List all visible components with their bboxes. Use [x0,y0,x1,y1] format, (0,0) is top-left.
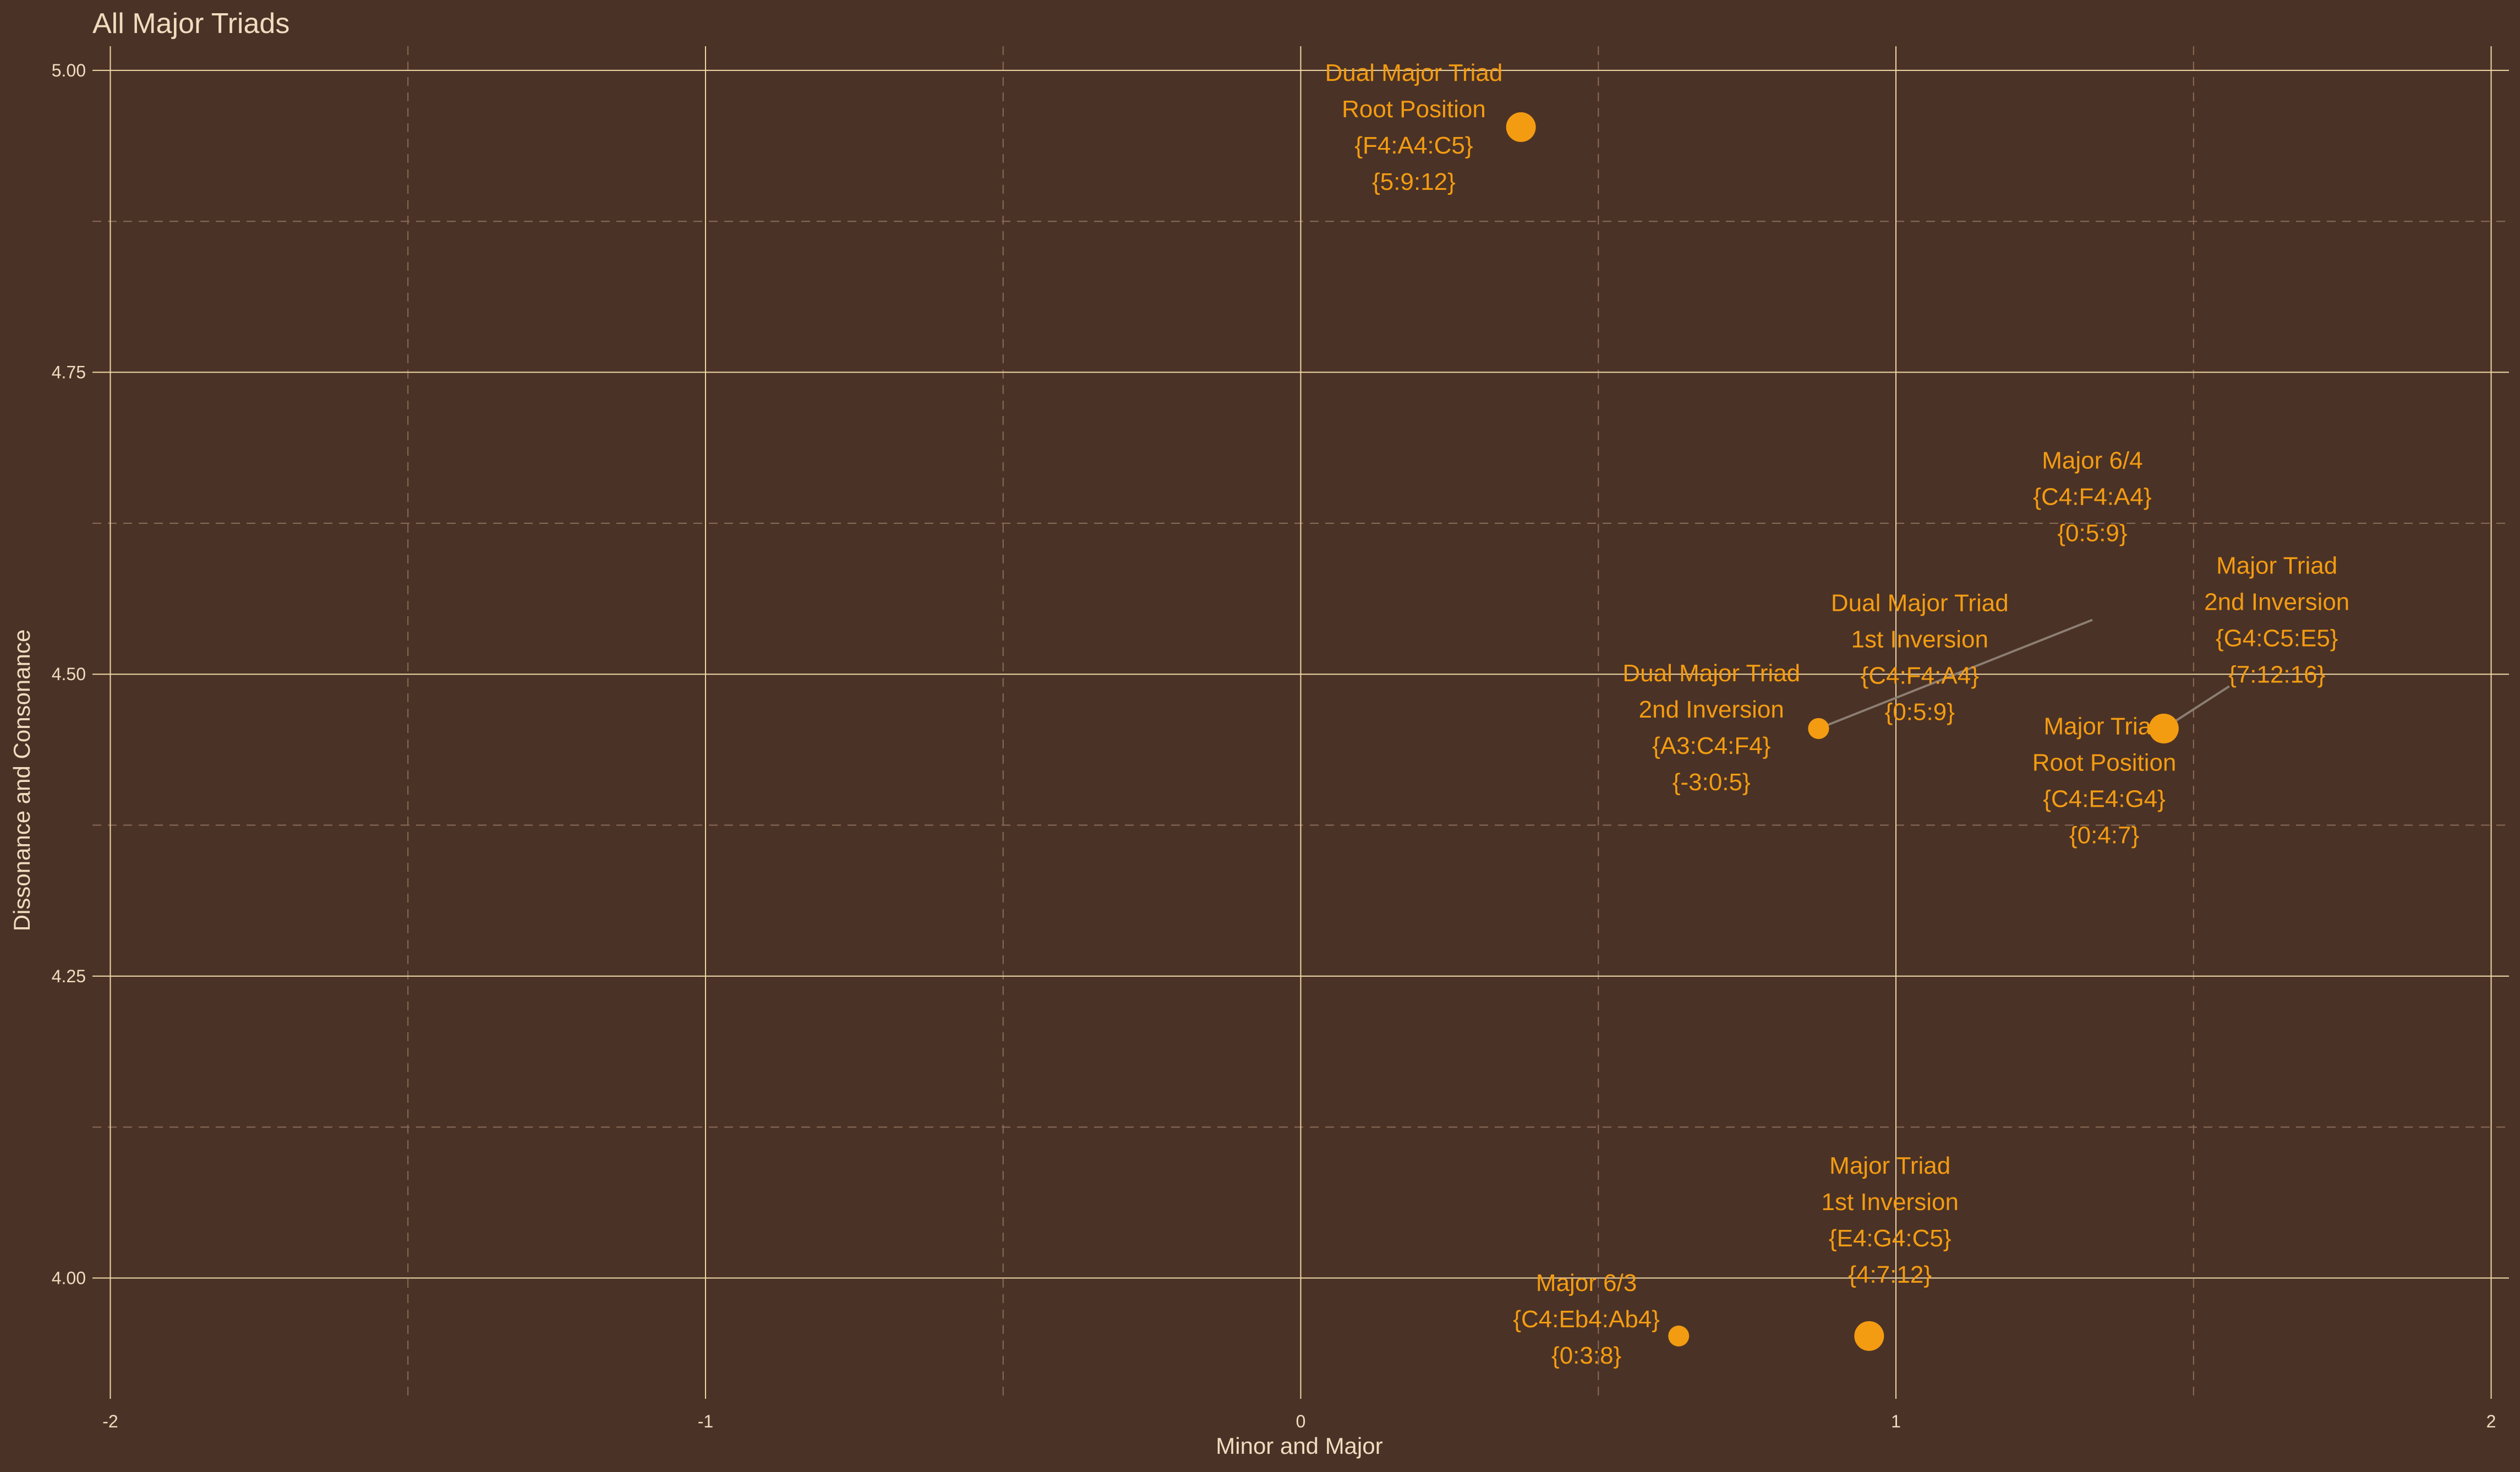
point-label-line: {5:9:12} [1372,168,1456,195]
point-label: Major 6/4 {C4:F4:A4} {0:5:9} [2033,447,2151,547]
point-label-line: {0:5:9} [1885,698,1955,725]
point-label-line: Dual Major Triad [1831,589,2009,616]
point-label-line: {4:7:12} [1848,1261,1932,1288]
point-label-line: 1st Inversion [1851,626,1988,653]
point-label: Major Triad 1st Inversion {E4:G4:C5} {4:7:1… [1821,1152,1958,1288]
point-label-line: {C4:Eb4:Ab4} [1513,1306,1660,1333]
point-label-line: Major 6/4 [2042,447,2142,474]
point-label-line: Major 6/3 [1536,1269,1637,1296]
point-label: Dual Major Triad Root Position {F4:A4:C5} {… [1325,59,1503,195]
point-label: Dual Major Triad 1st Inversion {C4:F4:A4} {… [1831,589,2009,725]
point-label-line: Root Position [1342,96,1486,123]
x-tick-label: -2 [102,1411,118,1431]
chart-title: All Major Triads [92,8,289,40]
point-label-line: {C4:F4:A4} [1861,662,1979,689]
point-label: Major Triad 2nd Inversion {G4:C5:E5} {7:12:… [2204,552,2349,688]
data-point [1668,1325,1690,1347]
point-label-line: {F4:A4:C5} [1354,132,1473,159]
point-label: Major Triad Root Position {C4:E4:G4} {0:4:7… [2032,713,2177,849]
data-point [2149,713,2179,743]
point-label-line: {C4:E4:G4} [2043,785,2166,812]
point-label-line: {-3:0:5} [1672,769,1751,796]
point-label-line: {E4:G4:C5} [1829,1225,1952,1252]
y-tick-label: 5.00 [52,61,86,80]
point-label-line: {0:5:9} [2057,520,2127,547]
point-label-line: Root Position [2032,749,2177,776]
y-axis-title: Dissonance and Consonance [9,630,35,932]
leader-line [1818,619,2093,730]
y-tick-label: 4.75 [52,363,86,382]
point-label: Dual Major Triad 2nd Inversion {A3:C4:F4} {… [1622,660,1800,796]
data-point [1854,1321,1884,1351]
point-label-line: Major Triad [2216,552,2337,579]
point-labels: Dual Major Triad Root Position {F4:A4:C5} {… [1325,59,2350,1369]
point-label-line: Major Triad [1829,1152,1950,1179]
grid-layer [92,46,2509,1399]
point-label-line: {0:3:8} [1551,1342,1621,1369]
x-tick-label: -1 [698,1411,713,1431]
point-label-line: Major Triad [2044,713,2165,740]
point-label-line: {G4:C5:E5} [2216,625,2338,652]
data-point [1808,718,1829,739]
data-points [1506,112,2179,1351]
point-label-line: {7:12:16} [2228,661,2325,688]
y-tick-label: 4.50 [52,664,86,684]
point-label: Major 6/3 {C4:Eb4:Ab4} {0:3:8} [1513,1269,1660,1369]
y-tick-label: 4.25 [52,966,86,986]
point-label-line: {C4:F4:A4} [2033,484,2151,511]
y-tick-label: 4.00 [52,1268,86,1288]
point-label-line: Dual Major Triad [1325,59,1503,86]
x-axis-title: Minor and Major [1216,1433,1382,1459]
point-label-line: 2nd Inversion [1639,696,1784,723]
tick-labels: -2 -1 0 1 2 4.00 4.25 4.50 4.75 5.00 [52,61,2496,1431]
point-label-line: 1st Inversion [1821,1189,1958,1216]
data-point [1506,112,1536,143]
point-label-line: Dual Major Triad [1622,660,1800,687]
x-tick-label: 1 [1891,1411,1901,1431]
point-label-line: {A3:C4:F4} [1652,732,1770,759]
point-label-line: {0:4:7} [2069,822,2139,849]
x-tick-label: 2 [2486,1411,2496,1431]
x-tick-label: 0 [1296,1411,1306,1431]
point-label-line: 2nd Inversion [2204,588,2349,615]
